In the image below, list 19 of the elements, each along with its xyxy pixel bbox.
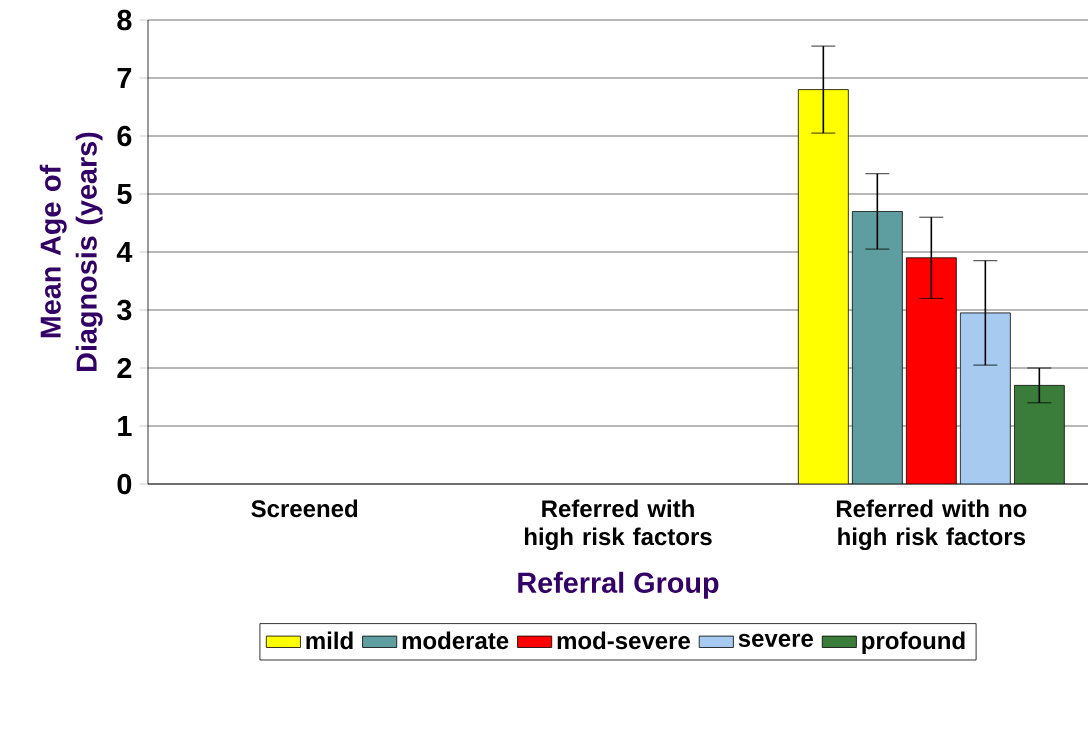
legend-label: mild [306,631,353,650]
y-tick-label: 7 [117,68,132,88]
y-tick-label: 6 [117,125,132,147]
x-tick-label: Referred with high risk factors [524,499,712,551]
legend-label: mod-severe [557,631,690,650]
legend-label: moderate [402,631,509,650]
y-tick-label: 0 [117,473,132,495]
x-tick-label: Screened [251,499,358,518]
y-tick-label: 3 [117,299,132,321]
x-axis-title: Referral Group [518,571,719,599]
y-tick-label: 8 [117,9,132,31]
y-tick-label: 4 [116,242,133,262]
y-tick-label: 2 [117,357,132,379]
y-tick-label: 1 [118,416,132,436]
y-axis-title: Mean Age of Diagnosis (years) [39,132,103,371]
x-tick-label: Referred with no high risk factors [836,499,1027,551]
legend-label: profound [862,631,965,654]
legend-label: severe [738,633,813,647]
y-tick-label: 5 [117,183,132,205]
